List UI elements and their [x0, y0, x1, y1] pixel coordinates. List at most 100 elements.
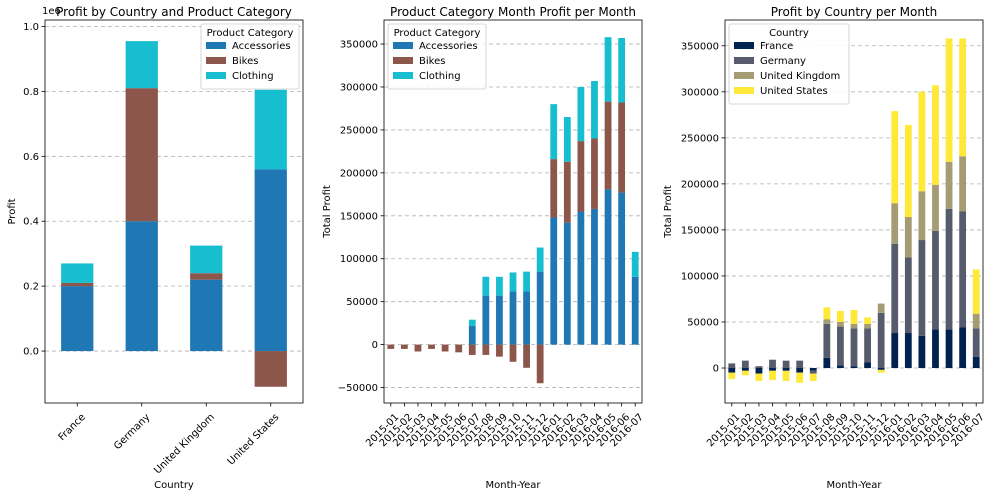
y-tick-label: 0 — [372, 340, 378, 351]
chart-country-profit-per-month: 0 50000 100000 150000 200000 250000 300000 3500… — [663, 5, 987, 491]
bar-clothing-2016-06 — [618, 38, 626, 103]
bar-accessories-2016-03 — [577, 211, 585, 345]
bar-france-2015-06 — [796, 368, 804, 373]
bar-united-kingdom-2016-03 — [918, 191, 926, 241]
y-tick-label: 300000 — [681, 87, 719, 98]
chart-title: Product Category Month Profit per Month — [390, 5, 636, 19]
x-tick-label: France — [57, 412, 88, 443]
bar-germany-2016-01 — [891, 243, 899, 334]
bar-france-2015-02 — [741, 368, 749, 371]
legend-label-accessories: Accessories — [232, 41, 291, 52]
y-tick-label: 200000 — [340, 168, 378, 179]
bar-united-states-2016-02 — [904, 124, 912, 218]
bar-germany-2015-04 — [769, 359, 776, 369]
bar-bikes-france — [61, 282, 94, 287]
bar-bikes-2015-03 — [414, 344, 422, 352]
bar-france-2015-12 — [877, 368, 885, 370]
bar-accessories-2016-02 — [563, 222, 571, 345]
bar-accessories-2016-07 — [631, 276, 639, 345]
legend-label-united-states: United States — [760, 86, 828, 97]
legend: Product Category Accessories Bikes Clothing — [387, 23, 487, 90]
bar-united-states-2016-01 — [891, 111, 899, 204]
bar-accessories-2015-11 — [523, 291, 530, 345]
bar-france-2016-06 — [959, 327, 967, 369]
x-axis-label: Month-Year — [486, 480, 542, 491]
bar-united-states-2015-04 — [769, 370, 776, 380]
y-tick-label: 150000 — [340, 211, 378, 222]
legend-swatch-clothing — [206, 72, 226, 79]
bar-united-kingdom-2015-12 — [877, 303, 885, 313]
bar-germany-2016-02 — [904, 257, 912, 334]
y-tick-label: 350000 — [681, 41, 719, 52]
x-tick-label: United States — [226, 412, 282, 468]
bar-clothing-2015-07 — [468, 319, 476, 326]
y-tick-label: 300000 — [340, 82, 378, 93]
bar-united-kingdom-2015-11 — [864, 323, 871, 329]
bar-clothing-2015-08 — [482, 276, 490, 296]
bar-bikes-2015-05 — [441, 344, 449, 352]
bar-germany-2015-07 — [809, 370, 817, 374]
bar-france-2015-07 — [809, 368, 817, 371]
bar-united-states-2016-05 — [945, 38, 953, 162]
bar-germany-2015-02 — [741, 360, 749, 369]
bar-germany-2015-03 — [755, 366, 763, 369]
bar-accessories-germany — [125, 221, 158, 352]
bar-accessories-2016-05 — [604, 189, 612, 345]
bar-france-2015-08 — [823, 357, 831, 369]
bar-united-kingdom-2016-01 — [891, 203, 899, 244]
y-tick-label: 350000 — [340, 40, 378, 51]
bar-united-states-2016-07 — [972, 269, 980, 314]
legend-label-germany: Germany — [760, 56, 806, 67]
legend-swatch-bikes — [206, 57, 226, 64]
legend-label-clothing: Clothing — [419, 71, 461, 82]
legend-label-clothing: Clothing — [232, 71, 274, 82]
bar-united-kingdom-2015-10 — [850, 323, 858, 329]
y-tick-label: 0 — [713, 364, 719, 375]
bar-france-2015-01 — [728, 368, 736, 373]
bar-germany-2016-06 — [959, 211, 967, 328]
bar-bikes-2016-02 — [563, 161, 571, 223]
y-axis-label: Profit — [7, 198, 18, 224]
chart-title: Profit by Country and Product Category — [56, 5, 292, 19]
x-tick-label: Germany — [112, 412, 152, 452]
bar-accessories-france — [61, 286, 94, 352]
bar-united-kingdom-2016-02 — [904, 217, 912, 258]
bar-united-kingdom-2016-05 — [945, 161, 953, 209]
y-tick-label: 0.8 — [23, 87, 39, 98]
bar-germany-2016-05 — [945, 208, 953, 330]
bar-accessories-2016-06 — [618, 192, 626, 345]
y-tick-label: 1.0 — [23, 22, 39, 33]
bar-accessories-2015-12 — [536, 271, 544, 345]
bar-france-2016-04 — [932, 329, 939, 369]
bar-accessories-2015-08 — [482, 295, 490, 345]
bar-bikes-2016-03 — [577, 141, 585, 212]
bar-bikes-2015-02 — [400, 344, 408, 349]
bar-accessories-2015-09 — [496, 295, 503, 345]
y-axis-label: Total Profit — [322, 185, 333, 239]
bar-bikes-2015-11 — [523, 344, 530, 368]
bar-clothing-united-kingdom — [190, 245, 223, 274]
legend-swatch-united-states — [734, 87, 754, 94]
x-axis-label: Country — [154, 480, 194, 491]
bar-accessories-2016-01 — [550, 217, 558, 345]
bar-france-2016-02 — [904, 333, 912, 369]
bar-bikes-2015-08 — [482, 344, 490, 355]
bar-germany-2015-10 — [850, 328, 858, 367]
bar-united-states-2015-02 — [741, 370, 749, 376]
legend-swatch-accessories — [206, 42, 226, 49]
bar-germany-2015-05 — [782, 360, 790, 369]
y-axis-label: Total Profit — [663, 185, 674, 239]
bar-clothing-2016-04 — [591, 80, 598, 139]
legend-swatch-bikes — [393, 57, 413, 64]
bar-clothing-united-states — [254, 89, 287, 170]
bar-bikes-united-kingdom — [190, 273, 223, 280]
y-tick-label: 0.0 — [23, 347, 39, 358]
y-tick-label: 100000 — [681, 271, 719, 282]
y-tick-label: 50000 — [346, 297, 378, 308]
bar-clothing-2015-11 — [523, 271, 530, 292]
bar-france-2015-11 — [864, 362, 871, 369]
bar-united-states-2015-12 — [877, 369, 885, 373]
bar-united-states-2016-06 — [959, 38, 967, 157]
bar-united-states-2015-07 — [809, 373, 817, 381]
legend-swatch-united-kingdom — [734, 72, 754, 79]
